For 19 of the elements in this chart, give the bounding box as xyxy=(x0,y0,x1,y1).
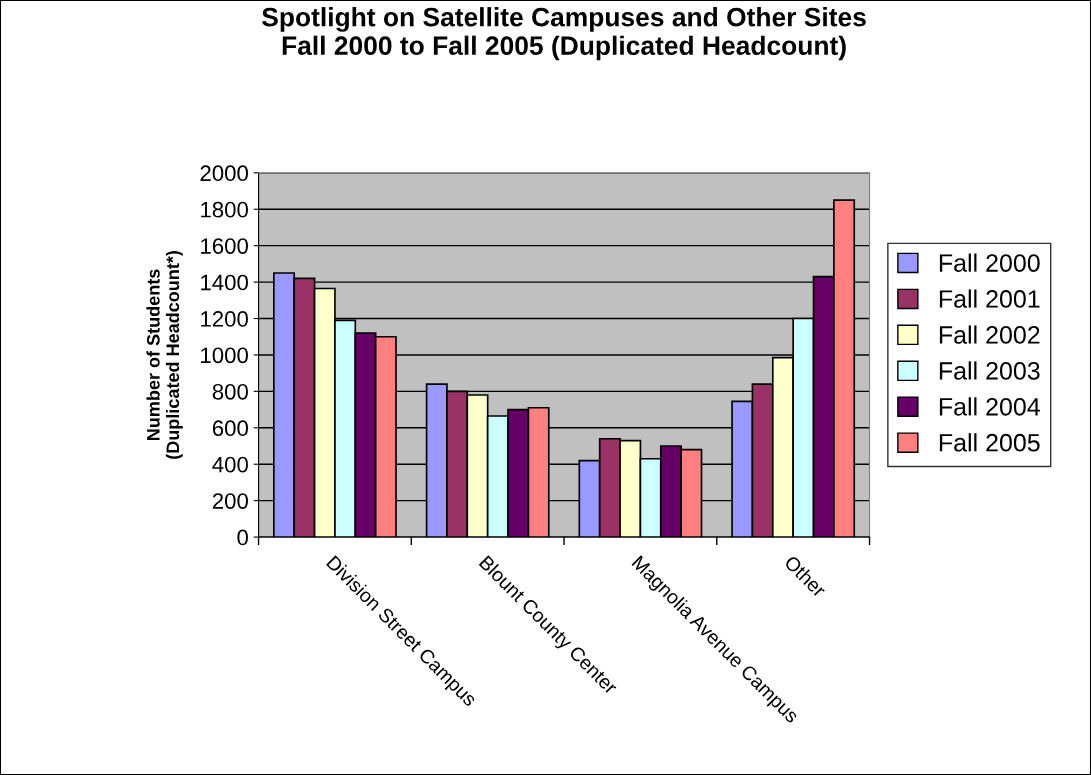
y-tick-label: 1400 xyxy=(201,274,248,291)
y-tick-label: 400 xyxy=(212,456,248,473)
y-tick-label: 1800 xyxy=(201,201,248,218)
y-tick-label: 2000 xyxy=(200,165,248,182)
chart-title: Spotlight on Satellite Campuses and Other Sites Fall 2000 to Fall 2005 (Duplicated Headcount) xyxy=(262,7,866,61)
legend-label: Fall 2005 xyxy=(939,433,1040,452)
legend-label: Fall 2004 xyxy=(939,397,1040,416)
legend-label: Fall 2000 xyxy=(939,253,1040,272)
y-tick-label: 0 xyxy=(237,529,248,546)
legend-label: Fall 2003 xyxy=(939,361,1040,380)
y-tick-label: 1600 xyxy=(201,238,248,254)
y-tick-label: 800 xyxy=(212,383,248,400)
y-tick-label: 600 xyxy=(212,420,248,437)
y-tick-label: 1000 xyxy=(201,347,248,364)
y-tick-label: 200 xyxy=(212,493,248,509)
y-axis-title: Number of Students (Duplicated Headcount*) xyxy=(146,251,183,459)
legend-label: Fall 2002 xyxy=(939,325,1040,344)
y-tick-label: 1200 xyxy=(201,311,248,327)
legend-label: Fall 2001 xyxy=(939,289,1040,308)
